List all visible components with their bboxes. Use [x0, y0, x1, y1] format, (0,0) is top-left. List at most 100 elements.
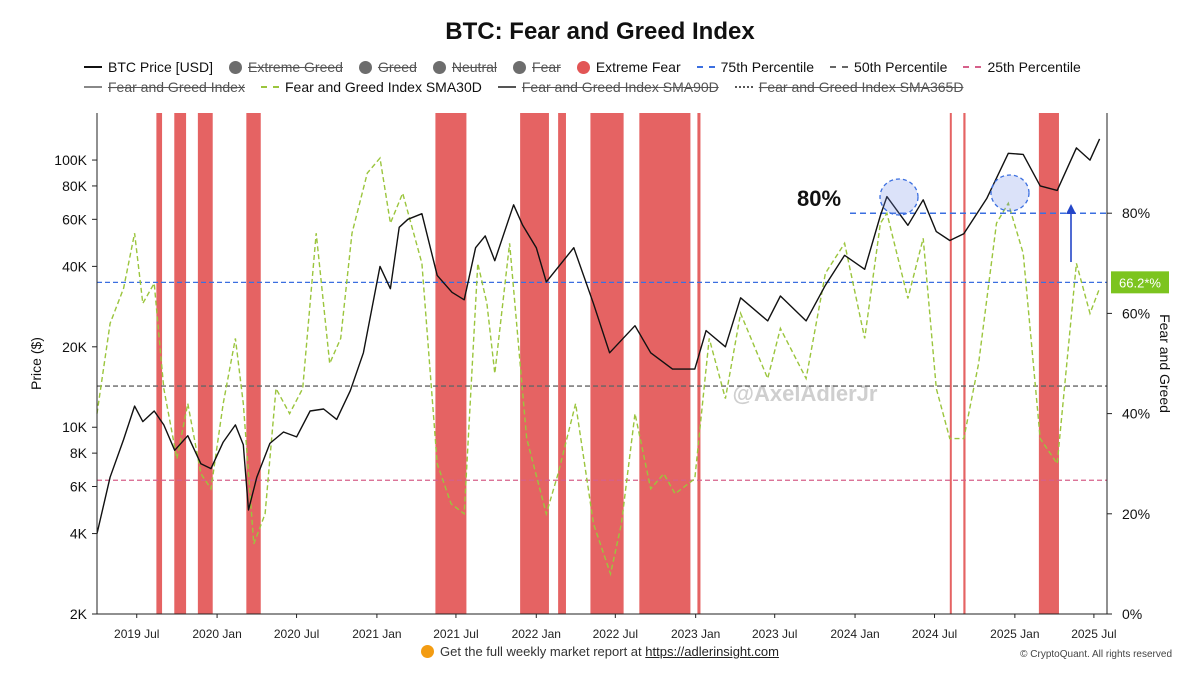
chart-title: BTC: Fear and Greed Index — [445, 18, 755, 45]
annotations: 80% — [797, 174, 1076, 262]
left-tick-label: 80K — [62, 178, 88, 194]
x-tick-label: 2025 Jan — [990, 627, 1039, 641]
callout-value: 66.2*% — [1119, 275, 1161, 290]
left-tick-label: 6K — [70, 479, 88, 495]
legend-label: 25th Percentile — [987, 59, 1081, 75]
footer-text: Get the full weekly market report at — [440, 644, 642, 659]
legend-dot-icon — [229, 60, 243, 74]
x-tick-label: 2024 Jul — [912, 627, 957, 641]
annotation-80: 80% — [797, 186, 841, 211]
legend-line-icon — [497, 86, 516, 88]
left-tick-label: 2K — [70, 606, 88, 622]
legend-label: 50th Percentile — [854, 59, 948, 75]
x-tick-label: 2025 Jul — [1071, 627, 1116, 641]
extreme-fear-bar — [197, 113, 213, 614]
x-tick-label: 2021 Jan — [352, 627, 401, 641]
extreme-fear-bar — [949, 113, 952, 614]
legend-label: Extreme Fear — [595, 59, 681, 75]
watermark-text: @AxelAdlerJr — [733, 381, 878, 406]
legend-label: Neutral — [451, 59, 498, 75]
legend-line-icon — [260, 86, 279, 88]
extreme-fear-bars — [156, 113, 1059, 614]
legend-row-2: Fear and Greed Index Fear and Greed Index… — [84, 79, 1144, 95]
highlight-circle-2 — [990, 174, 1030, 212]
left-tick-label: 100K — [54, 152, 87, 168]
legend-item[interactable]: Neutral — [432, 59, 498, 75]
callout-badge — [1111, 271, 1169, 294]
left-tick-label: 8K — [70, 445, 88, 461]
legend-label: Fear — [532, 59, 561, 75]
extreme-fear-bar — [697, 113, 701, 614]
extreme-fear-bar — [156, 113, 163, 614]
right-tick-label: 20% — [1122, 506, 1150, 522]
extreme-fear-bar — [590, 113, 624, 614]
legend-label: Fear and Greed Index SMA365D — [758, 79, 964, 95]
x-tick-label: 2021 Jul — [433, 627, 478, 641]
legend-line-icon — [734, 86, 753, 88]
legend-item[interactable]: 25th Percentile — [963, 59, 1081, 75]
right-tick-label: 80% — [1122, 205, 1150, 221]
legend-item[interactable]: Fear and Greed Index SMA90D — [497, 79, 719, 95]
legend-dot-icon — [513, 60, 527, 74]
extreme-fear-bar — [174, 113, 187, 614]
x-tick-label: 2024 Jan — [830, 627, 879, 641]
legend-item[interactable]: Greed — [358, 59, 417, 75]
legend-label: BTC Price [USD] — [108, 59, 214, 75]
copyright: © CryptoQuant. All rights reserved — [1020, 649, 1172, 660]
legend-item[interactable]: Fear and Greed Index — [84, 79, 245, 95]
legend-line-icon — [84, 86, 102, 88]
left-tick-label: 40K — [62, 258, 88, 274]
axes: 2K 4K 6K 8K 10K 20K 40K 60K 80K 100K 0% 20% 40% 60% 80… — [28, 113, 1173, 641]
legend-line-icon — [830, 66, 849, 68]
arrow-head — [1066, 204, 1076, 214]
legend-item[interactable]: 75th Percentile — [696, 59, 815, 75]
watermark-layer: @AxelAdlerJr — [733, 381, 878, 406]
left-tick-label: 60K — [62, 211, 88, 227]
extreme-fear-bar — [435, 113, 467, 614]
footer-coin-icon — [421, 645, 435, 658]
legend-dot-icon — [432, 60, 446, 74]
legend-item[interactable]: Fear — [513, 59, 561, 75]
x-tick-label: 2022 Jul — [593, 627, 638, 641]
legend-dot-icon — [576, 60, 590, 74]
percentile-lines — [97, 212, 1107, 481]
legend-label: Greed — [377, 59, 417, 75]
legend-label: Fear and Greed Index SMA90D — [521, 79, 719, 95]
extreme-fear-bar — [963, 113, 966, 614]
right-axis-title: Fear and Greed — [1157, 314, 1173, 413]
legend-item[interactable]: Fear and Greed Index SMA30D — [260, 79, 482, 95]
left-axis-title: Price ($) — [28, 337, 44, 390]
legend-item[interactable]: Fear and Greed Index SMA365D — [734, 79, 964, 95]
footer: Get the full weekly market report at htt… — [0, 644, 1200, 659]
legend-dot-icon — [358, 60, 372, 74]
legend-label: Fear and Greed Index — [108, 79, 245, 95]
legend-row-1: BTC Price [USD] Extreme Greed Greed Neutral… — [84, 59, 1144, 75]
price-layer — [96, 138, 1101, 534]
extreme-fear-bar — [558, 113, 566, 614]
left-tick-label: 10K — [62, 419, 88, 435]
highlight-circle-1 — [879, 178, 919, 216]
legend-label: Fear and Greed Index SMA30D — [284, 79, 482, 95]
left-tick-label: 20K — [62, 339, 88, 355]
x-tick-label: 2023 Jul — [752, 627, 797, 641]
right-tick-label: 0% — [1122, 606, 1142, 622]
legend-label: 75th Percentile — [720, 59, 815, 75]
x-tick-label: 2019 Jul — [114, 627, 159, 641]
legend-item[interactable]: 50th Percentile — [830, 59, 947, 75]
x-tick-label: 2023 Jan — [671, 627, 720, 641]
btc-price-line — [96, 138, 1101, 534]
x-tick-label: 2020 Jul — [274, 627, 319, 641]
legend-item[interactable]: Extreme Fear — [576, 59, 681, 75]
footer-link[interactable]: https://adlerinsight.com — [645, 644, 779, 659]
left-tick-label: 4K — [70, 526, 88, 542]
legend-line-icon — [84, 66, 102, 68]
legend-item[interactable]: Extreme Greed — [229, 59, 343, 75]
sma30-layer — [96, 156, 1101, 577]
right-tick-label: 40% — [1122, 406, 1150, 422]
extreme-fear-bar — [1038, 113, 1059, 614]
legend-item[interactable]: BTC Price [USD] — [84, 59, 213, 75]
sma30-line — [96, 156, 1101, 577]
x-tick-label: 2020 Jan — [192, 627, 241, 641]
legend-line-icon — [696, 66, 715, 68]
